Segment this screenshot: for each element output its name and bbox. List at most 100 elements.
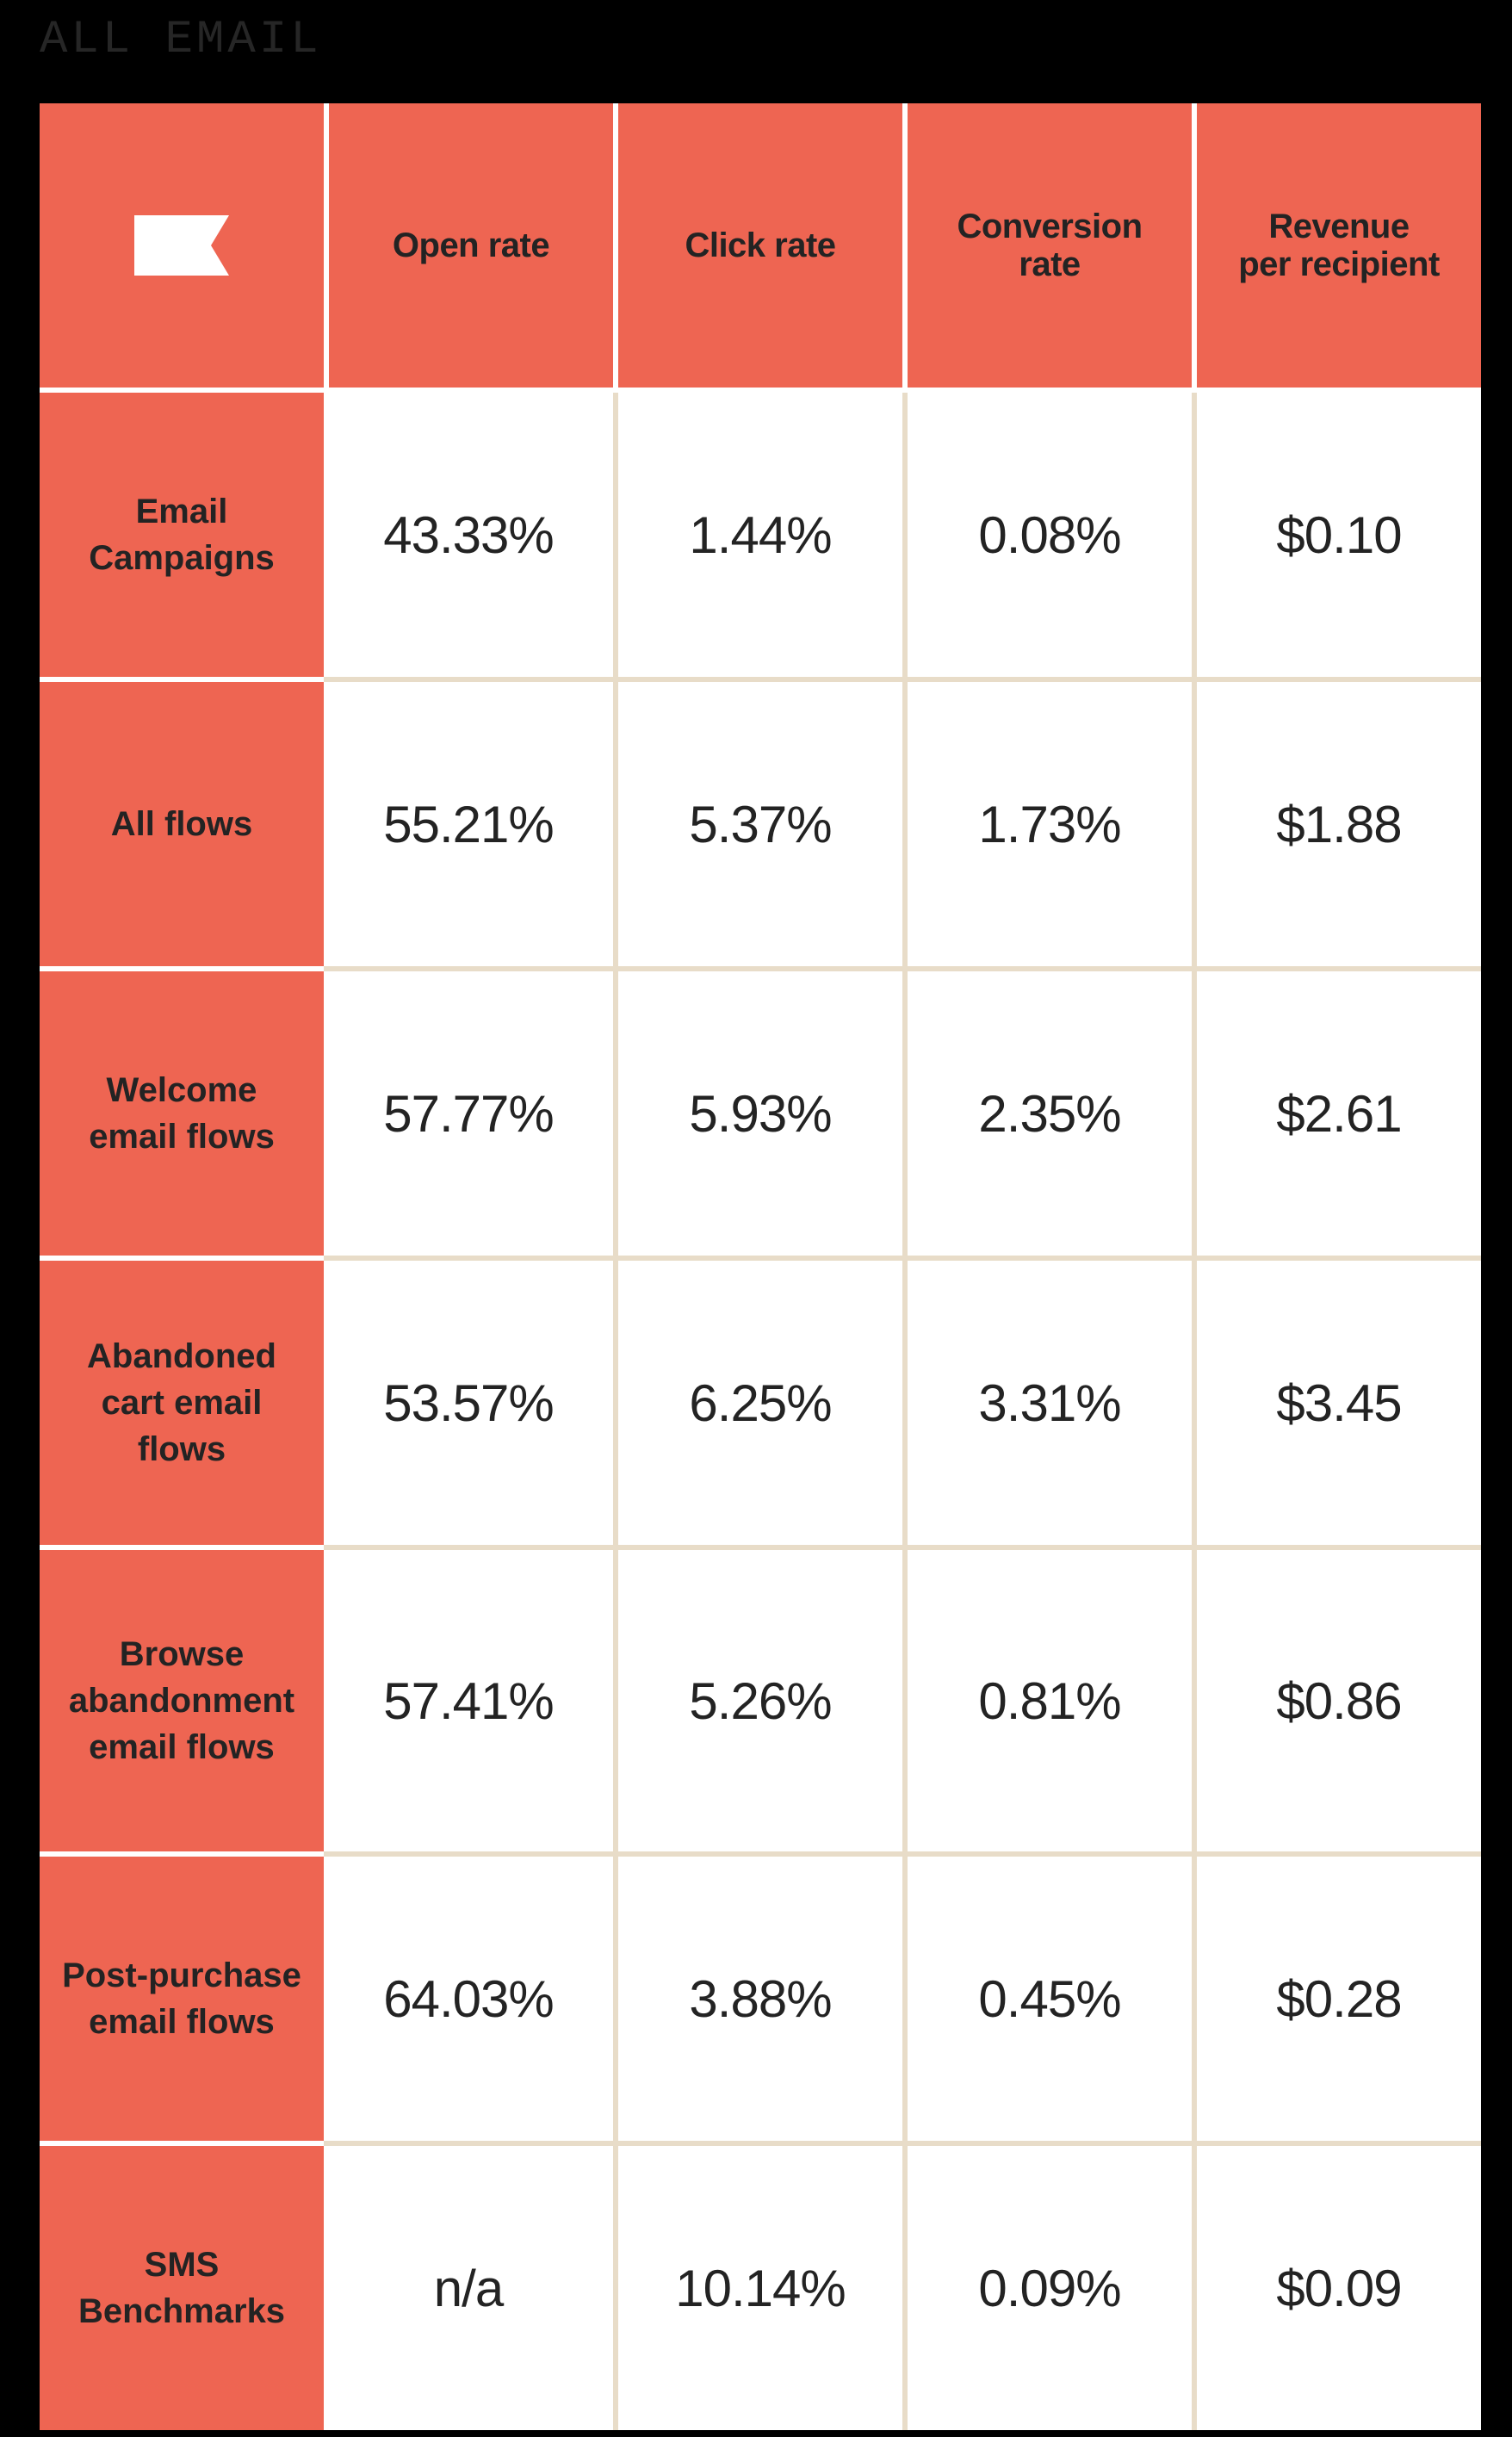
table-cell: n/a [324, 2146, 613, 2430]
column-header-line: per recipient [1238, 245, 1440, 283]
table-cell: 57.77% [324, 971, 613, 1256]
row-label-text: All flows [111, 801, 252, 847]
cell-value: 0.08% [978, 505, 1121, 564]
row-label-line: email flows [89, 1118, 275, 1156]
row-label: SMS Benchmarks [40, 2146, 324, 2430]
table-cell: 0.08% [908, 393, 1192, 677]
row-label-text: Welcome email flows [89, 1067, 275, 1160]
cell-value: 0.81% [978, 1671, 1121, 1730]
row-label: All flows [40, 682, 324, 966]
cell-value: $1.88 [1276, 795, 1402, 853]
table-cell: 3.88% [618, 1857, 902, 2141]
cell-value: 10.14% [675, 2259, 846, 2317]
cell-value: $0.10 [1276, 505, 1402, 564]
column-header: Conversion rate [908, 103, 1192, 388]
row-label-line: Welcome [106, 1071, 257, 1109]
cell-value: $2.61 [1276, 1084, 1402, 1143]
row-label-text: Email Campaigns [89, 488, 275, 581]
cell-value: $0.86 [1276, 1671, 1402, 1730]
row-label-line: email flows [89, 2003, 275, 2041]
row-label-line: flows [137, 1430, 226, 1468]
row-label-line: abandonment [68, 1682, 295, 1720]
column-header: Open rate [329, 103, 613, 388]
table-cell: 0.45% [908, 1857, 1192, 2141]
cell-value: 1.44% [689, 505, 832, 564]
table-cell: 10.14% [618, 2146, 902, 2430]
row-label-text: SMS Benchmarks [78, 2242, 285, 2335]
flag-logo-icon [134, 215, 229, 276]
cell-value: 0.45% [978, 1969, 1121, 2028]
row-label: Welcome email flows [40, 971, 324, 1256]
row-label-line: Campaigns [89, 539, 275, 577]
cell-value: 5.37% [689, 795, 832, 853]
row-label-line: Browse [119, 1635, 245, 1673]
row-label-line: Post-purchase [62, 1956, 301, 1994]
column-header-label: Open rate [392, 226, 550, 264]
column-header-line: Revenue [1268, 208, 1410, 245]
cell-value: 43.33% [383, 505, 554, 564]
table-cell: 1.73% [908, 682, 1192, 966]
row-label-text: Abandoned cart email flows [87, 1333, 276, 1473]
column-header-label: Revenue per recipient [1238, 208, 1440, 283]
table-cell: $3.45 [1197, 1261, 1481, 1545]
cell-value: 5.93% [689, 1084, 832, 1143]
row-label-line: cart email [101, 1384, 263, 1422]
row-label-text: Browse abandonment email flows [69, 1631, 294, 1770]
table-cell: 0.81% [908, 1550, 1192, 1851]
cell-value: $0.09 [1276, 2259, 1402, 2317]
row-label-line: email flows [89, 1728, 275, 1766]
table-cell: 0.09% [908, 2146, 1192, 2430]
row-label-line: SMS [144, 2246, 220, 2284]
cell-value: 55.21% [383, 795, 554, 853]
table-cell: $1.88 [1197, 682, 1481, 966]
row-label-text: Post-purchase email flows [62, 1952, 301, 2045]
table-cell: 43.33% [324, 393, 613, 677]
row-label: Email Campaigns [40, 393, 324, 677]
cell-value: 0.09% [978, 2259, 1121, 2317]
column-header-label: Click rate [685, 226, 836, 264]
column-header: Revenue per recipient [1197, 103, 1481, 388]
table-cell: 2.35% [908, 971, 1192, 1256]
table-cell: 53.57% [324, 1261, 613, 1545]
cell-value: 3.88% [689, 1969, 832, 2028]
cell-value: 6.25% [689, 1374, 832, 1432]
column-header-line: Open rate [392, 226, 550, 264]
cell-value: 3.31% [978, 1374, 1121, 1432]
row-label: Browse abandonment email flows [40, 1550, 324, 1851]
row-label: Post-purchase email flows [40, 1857, 324, 2141]
table-cell: 5.26% [618, 1550, 902, 1851]
row-label-line: Email [135, 493, 228, 530]
benchmark-table: Open rate Click rate Conversion rate Revenue… [40, 103, 1481, 2430]
cell-value: 53.57% [383, 1374, 554, 1432]
cell-value: 1.73% [978, 795, 1121, 853]
cell-value: n/a [433, 2259, 504, 2317]
column-header-line: rate [1019, 245, 1081, 283]
column-header: Click rate [618, 103, 902, 388]
table-cell: 57.41% [324, 1550, 613, 1851]
cell-value: 57.77% [383, 1084, 554, 1143]
table-cell: 5.93% [618, 971, 902, 1256]
column-header-line: Conversion [957, 208, 1143, 245]
table-cell: 64.03% [324, 1857, 613, 2141]
header-logo-cell [40, 103, 324, 388]
cell-value: 57.41% [383, 1671, 554, 1730]
table-cell: 55.21% [324, 682, 613, 966]
cell-value: 5.26% [689, 1671, 832, 1730]
row-label-line: Benchmarks [77, 2292, 286, 2330]
table-cell: $0.28 [1197, 1857, 1481, 2141]
table-cell: $0.86 [1197, 1550, 1481, 1851]
table-cell: $0.09 [1197, 2146, 1481, 2430]
table-cell: $2.61 [1197, 971, 1481, 1256]
table-cell: 3.31% [908, 1261, 1192, 1545]
row-label-line: Abandoned [87, 1337, 276, 1375]
table-cell: 1.44% [618, 393, 902, 677]
cell-value: 64.03% [383, 1969, 554, 2028]
table-cell: 5.37% [618, 682, 902, 966]
cell-value: $3.45 [1276, 1374, 1402, 1432]
cell-value: 2.35% [978, 1084, 1121, 1143]
table-cell: $0.10 [1197, 393, 1481, 677]
row-label-line: All flows [110, 805, 253, 843]
row-label: Abandoned cart email flows [40, 1261, 324, 1545]
cell-value: $0.28 [1276, 1969, 1402, 2028]
column-header-line: Click rate [685, 226, 836, 264]
